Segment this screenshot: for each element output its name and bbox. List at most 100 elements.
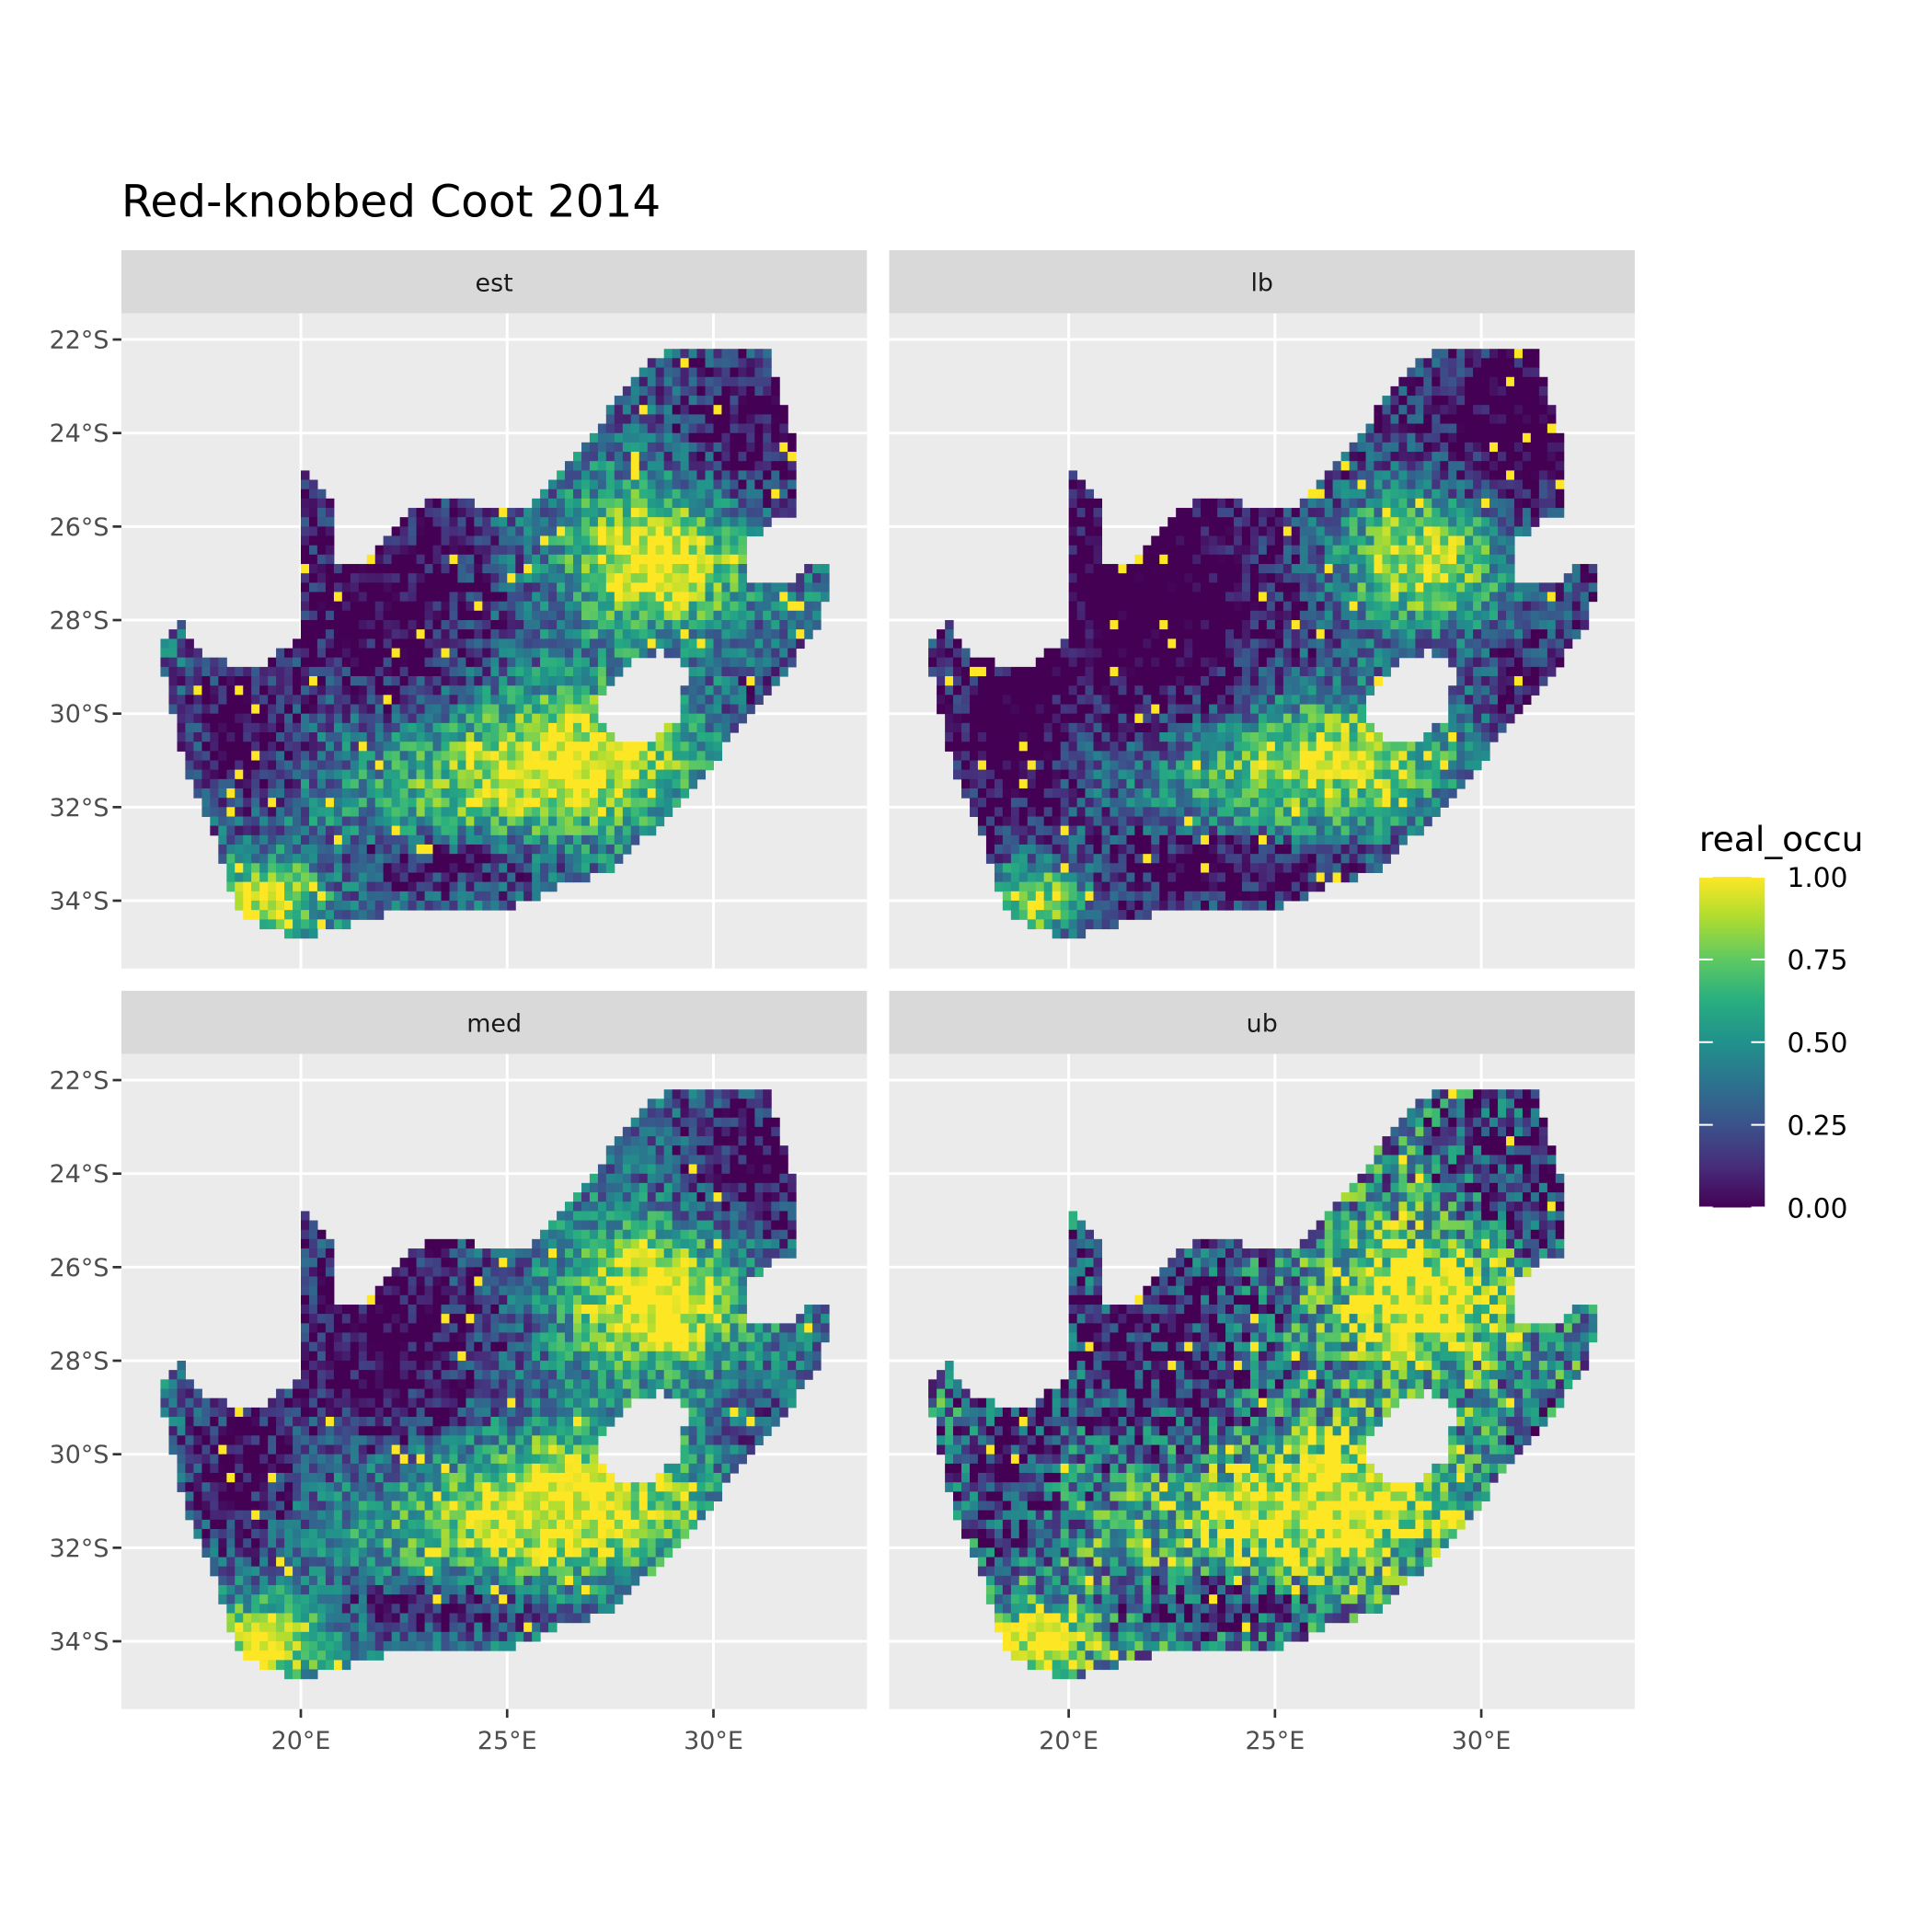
grid-cell (754, 666, 764, 677)
grid-cell (1307, 713, 1317, 724)
grid-cell (1374, 479, 1383, 490)
grid-cell (499, 798, 508, 808)
grid-cell (268, 722, 277, 733)
grid-cell (210, 778, 219, 789)
grid-cell (1498, 545, 1507, 556)
grid-cell (1398, 742, 1408, 752)
grid-cell (1547, 414, 1557, 425)
grid-cell (235, 778, 244, 789)
grid-cell (441, 666, 451, 677)
grid-cell (696, 545, 706, 556)
grid-cell (1143, 573, 1152, 583)
grid-cell (1340, 554, 1351, 565)
grid-cell (630, 414, 640, 425)
grid-cell (1481, 629, 1490, 639)
grid-cell (1258, 713, 1268, 724)
grid-cell (1398, 751, 1408, 762)
grid-cell (383, 788, 393, 799)
grid-cell (276, 685, 285, 696)
grid-cell (1010, 704, 1020, 715)
grid-cell (441, 891, 451, 902)
grid-cell (1473, 385, 1482, 397)
grid-cell (374, 657, 385, 668)
grid-cell (1324, 620, 1334, 630)
grid-cell (763, 676, 772, 686)
grid-cell (605, 535, 615, 546)
grid-cell (490, 592, 500, 603)
grid-cell (1085, 638, 1095, 650)
grid-cell (1002, 731, 1012, 742)
grid-cell (226, 742, 236, 752)
grid-cell (374, 788, 385, 799)
grid-cell (1101, 629, 1111, 639)
grid-cell (333, 807, 343, 817)
grid-cell (1184, 610, 1193, 621)
grid-cell (1101, 610, 1111, 621)
grid-cell (1167, 685, 1177, 696)
grid-cell (507, 601, 516, 612)
grid-cell (1176, 742, 1185, 752)
grid-cell (1538, 666, 1548, 677)
grid-cell (1159, 554, 1168, 565)
grid-cell (705, 535, 715, 546)
grid-cell (961, 742, 971, 752)
grid-cell (243, 695, 252, 706)
grid-cell (358, 695, 368, 706)
grid-cell (1282, 526, 1293, 537)
grid-cell (1465, 676, 1474, 686)
grid-cell (341, 910, 351, 920)
grid-cell (1316, 704, 1326, 715)
grid-cell (1282, 685, 1293, 696)
grid-cell (1159, 657, 1168, 668)
grid-cell (647, 760, 657, 771)
grid-cell (309, 834, 318, 845)
grid-cell (1473, 564, 1482, 574)
grid-cell (1473, 592, 1482, 603)
grid-cell (251, 704, 260, 715)
grid-cell (449, 592, 459, 603)
grid-cell (589, 432, 599, 443)
grid-cell (424, 713, 434, 724)
grid-cell (730, 620, 739, 630)
grid-cell (581, 704, 591, 715)
grid-cell (1085, 760, 1095, 771)
grid-cell (655, 731, 665, 742)
grid-cell (432, 731, 442, 742)
grid-cell (1538, 498, 1548, 509)
grid-cell (573, 760, 582, 771)
grid-cell (201, 695, 211, 706)
grid-cell (663, 742, 673, 752)
grid-cell (350, 872, 360, 883)
grid-cell (605, 676, 615, 686)
grid-cell (466, 648, 475, 659)
grid-cell (366, 620, 376, 630)
grid-cell (1489, 385, 1499, 397)
grid-cell (630, 751, 640, 762)
grid-cell (1101, 666, 1111, 677)
grid-cell (515, 788, 524, 799)
grid-cell (953, 638, 962, 650)
grid-cell (1076, 517, 1087, 527)
grid-cell (457, 648, 466, 659)
grid-cell (1440, 452, 1449, 462)
grid-cell (730, 601, 739, 612)
grid-cell (1340, 573, 1351, 583)
grid-cell (490, 638, 500, 650)
grid-cell (1340, 526, 1351, 537)
grid-cell (655, 423, 665, 434)
grid-cell (1398, 601, 1408, 612)
grid-cell (1456, 479, 1466, 490)
grid-cell (201, 657, 211, 668)
grid-cell (622, 807, 632, 817)
grid-cell (300, 872, 310, 883)
grid-cell (696, 442, 706, 453)
grid-cell (680, 564, 690, 574)
grid-cell (1473, 620, 1482, 630)
grid-cell (408, 610, 418, 621)
grid-cell (1465, 452, 1474, 462)
grid-cell (746, 479, 755, 490)
grid-cell (605, 545, 615, 556)
grid-cell (300, 638, 310, 650)
grid-cell (293, 713, 302, 724)
grid-cell (605, 498, 615, 509)
